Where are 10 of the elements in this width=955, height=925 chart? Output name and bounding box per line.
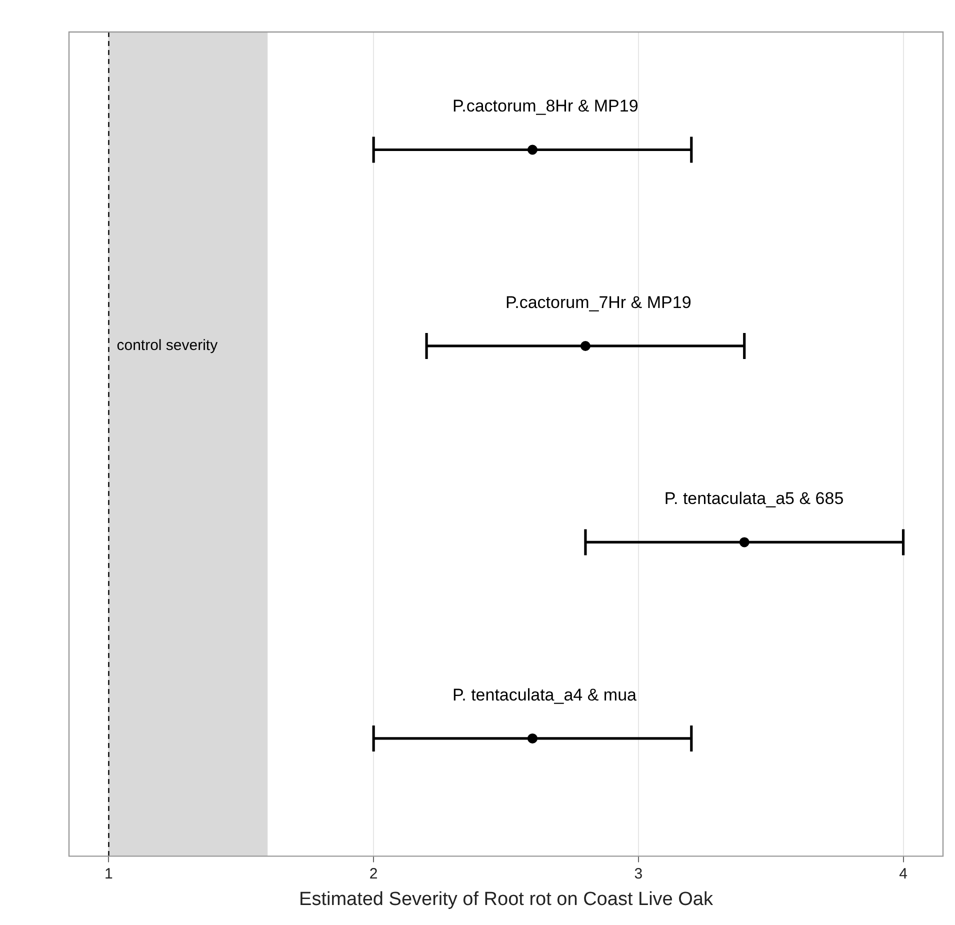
x-tick-label: 3 xyxy=(634,865,643,882)
y-tick-label: P.cactorum_7Hr & MP19 xyxy=(505,292,692,312)
x-axis-title: Estimated Severity of Root rot on Coast Live Oak xyxy=(299,888,714,910)
x-tick-label: 4 xyxy=(899,865,908,882)
y-tick-label: P.cactorum_8Hr & MP19 xyxy=(452,96,638,116)
band-label: control severity xyxy=(116,337,218,354)
y-tick-label: P. tentaculata_a4 & mua xyxy=(452,685,638,704)
x-tick-label: 2 xyxy=(369,865,378,882)
y-tick-label: P. tentaculata_a5 & 685 xyxy=(664,489,844,508)
x-tick-label: 1 xyxy=(104,865,113,882)
